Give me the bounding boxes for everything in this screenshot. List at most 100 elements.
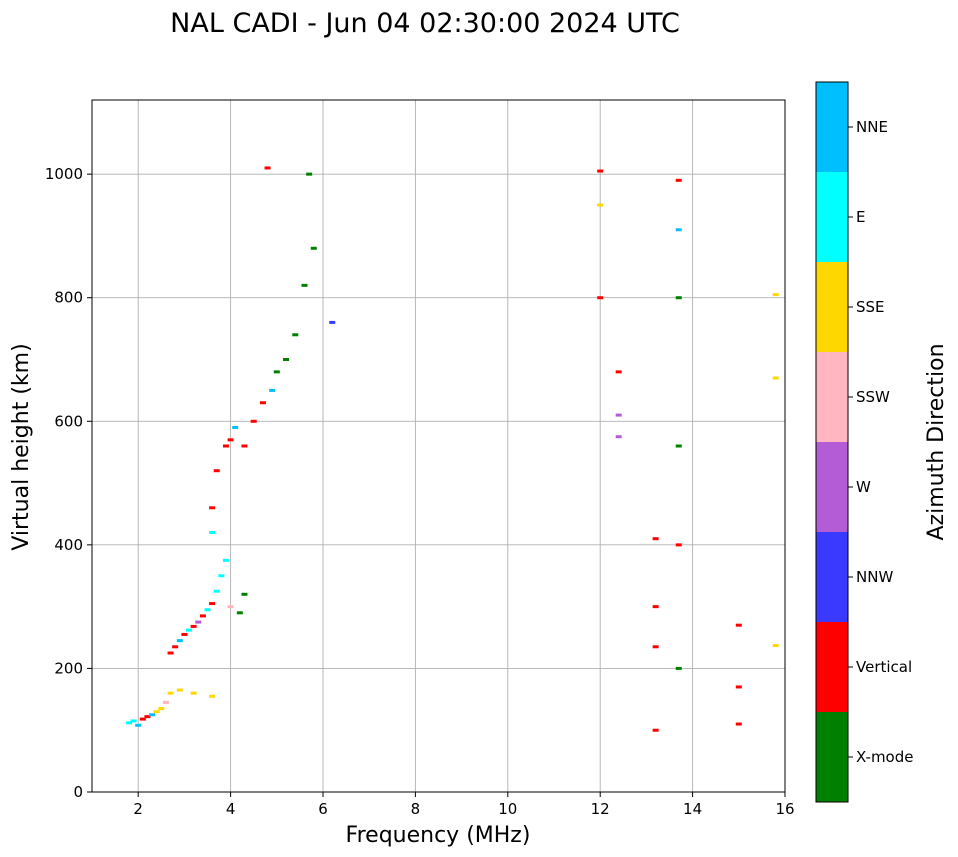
echo-mark xyxy=(213,469,220,473)
echo-mark xyxy=(772,293,779,297)
echo-mark xyxy=(310,246,317,250)
echo-mark xyxy=(139,717,146,721)
echo-mark xyxy=(158,707,165,711)
echo-mark xyxy=(675,543,682,547)
echo-mark xyxy=(675,178,682,182)
colorbar-tick-label: SSW xyxy=(856,388,890,406)
echo-mark xyxy=(241,592,248,596)
echo-mark xyxy=(172,645,179,649)
echo-mark xyxy=(190,691,197,695)
colorbar-tick-label: Vertical xyxy=(856,658,912,676)
x-tick-label: 10 xyxy=(498,800,517,818)
colorbar-segment xyxy=(816,262,848,352)
echo-mark xyxy=(652,728,659,732)
echo-mark xyxy=(222,558,229,562)
echo-mark xyxy=(144,715,151,719)
echo-mark xyxy=(135,723,142,727)
echo-mark xyxy=(615,370,622,374)
echo-mark xyxy=(130,719,137,723)
echo-mark xyxy=(186,628,193,632)
echo-mark xyxy=(615,413,622,417)
x-tick-label: 8 xyxy=(411,800,421,818)
echo-mark xyxy=(735,623,742,627)
colorbar-segment xyxy=(816,442,848,532)
echo-mark xyxy=(167,691,174,695)
echo-mark xyxy=(652,645,659,649)
echo-mark xyxy=(153,710,160,714)
colorbar-tick-label: X-mode xyxy=(856,748,913,766)
echo-mark xyxy=(236,611,243,615)
colorbar-segment xyxy=(816,622,848,712)
y-tick-label: 200 xyxy=(54,659,83,677)
echo-mark xyxy=(204,608,211,612)
echo-mark xyxy=(615,435,622,439)
echo-mark xyxy=(735,685,742,689)
colorbar-tick-label: NNW xyxy=(856,568,893,586)
echo-mark xyxy=(167,651,174,655)
echo-mark xyxy=(264,166,271,170)
echo-mark xyxy=(125,721,132,725)
echo-mark xyxy=(772,376,779,380)
y-axis-label: Virtual height (km) xyxy=(9,343,34,550)
x-tick-label: 12 xyxy=(591,800,610,818)
echo-mark xyxy=(269,388,276,392)
echo-mark xyxy=(199,614,206,618)
colorbar: X-mode Vertical NNW W SSW SSE E NNE xyxy=(815,81,913,803)
echo-mark xyxy=(735,722,742,726)
y-tick-label: 1000 xyxy=(45,165,83,183)
echo-mark xyxy=(292,333,299,337)
y-tick-label: 0 xyxy=(73,783,83,801)
echo-mark xyxy=(176,688,183,692)
echo-mark xyxy=(209,531,216,534)
echo-mark xyxy=(241,444,248,448)
colorbar-frame xyxy=(815,81,849,803)
colorbar-tick-label: W xyxy=(856,478,871,496)
echo-mark xyxy=(301,283,308,287)
x-tick-label: 6 xyxy=(318,800,328,818)
y-tick-label: 400 xyxy=(54,536,83,554)
echo-mark xyxy=(675,444,682,448)
echo-mark xyxy=(597,169,604,173)
echo-mark xyxy=(218,574,225,578)
echo-mark xyxy=(232,425,239,429)
colorbar-segment xyxy=(816,82,848,172)
colorbar-segment xyxy=(816,172,848,262)
x-axis-label: Frequency (MHz) xyxy=(346,823,531,848)
colorbar-segment xyxy=(816,712,848,802)
echo-mark xyxy=(597,203,604,207)
echo-mark xyxy=(329,320,336,324)
echo-mark xyxy=(149,713,156,717)
y-tick-label: 800 xyxy=(54,289,83,307)
echo-mark xyxy=(209,694,216,698)
y-axis-ticks: 0 200 400 600 800 1000 xyxy=(45,165,92,801)
colorbar-label: Azimuth Direction xyxy=(924,343,949,540)
echo-mark xyxy=(259,401,266,405)
echo-mark xyxy=(675,228,682,232)
x-tick-label: 2 xyxy=(133,800,143,818)
echo-marks xyxy=(125,166,779,732)
echo-mark xyxy=(213,589,220,593)
echo-mark xyxy=(195,620,202,624)
colorbar-segment xyxy=(816,532,848,622)
plot-frame xyxy=(91,99,786,793)
echo-mark xyxy=(772,644,779,648)
x-tick-label: 14 xyxy=(683,800,702,818)
echo-mark xyxy=(176,639,183,643)
echo-mark xyxy=(283,358,290,361)
colorbar-tick-label: E xyxy=(856,208,865,226)
x-axis-ticks: 2 4 6 8 10 12 14 16 xyxy=(133,792,795,818)
x-tick-label: 16 xyxy=(775,800,794,818)
echo-mark xyxy=(181,632,188,636)
echo-mark xyxy=(162,700,169,704)
grid-lines xyxy=(92,100,786,793)
colorbar-tick-label: NNE xyxy=(856,118,888,136)
echo-mark xyxy=(675,296,682,300)
echo-mark xyxy=(652,605,659,609)
echo-mark xyxy=(597,296,604,300)
echo-mark xyxy=(209,506,216,510)
colorbar-segment xyxy=(816,352,848,442)
echo-mark xyxy=(190,624,197,628)
echo-mark xyxy=(306,172,313,176)
echo-mark xyxy=(209,602,216,606)
